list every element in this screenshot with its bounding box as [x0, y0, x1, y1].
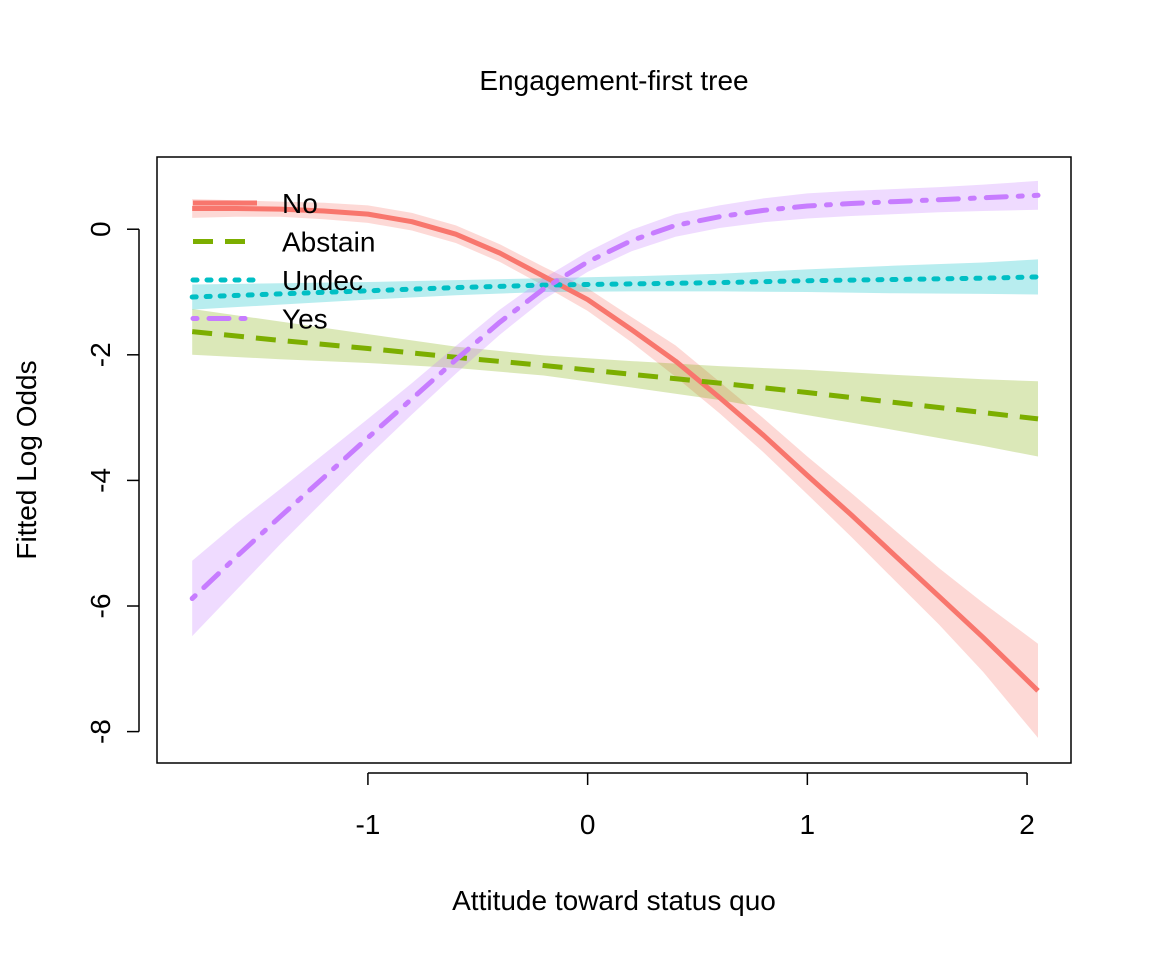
- legend-label-yes: Yes: [282, 304, 328, 335]
- legend-label-abstain: Abstain: [282, 227, 375, 258]
- series-line-abstain: [191, 329, 1039, 422]
- plot-frame: [156, 156, 1072, 764]
- x-tick-label: 2: [1019, 809, 1035, 840]
- y-tick-label: -8: [85, 719, 116, 744]
- y-tick-label: 0: [85, 221, 116, 237]
- legend-label-undec: Undec: [282, 265, 363, 296]
- y-axis: -8 -6 -4 -2 0: [85, 221, 140, 744]
- legend-label-no: No: [282, 188, 318, 219]
- y-tick-label: -2: [85, 342, 116, 367]
- series-line-no: [192, 206, 1040, 693]
- x-tick-label: -1: [355, 809, 380, 840]
- band-no: [192, 199, 1038, 738]
- y-axis-label: Fitted Log Odds: [11, 360, 42, 559]
- y-tick-label: -6: [85, 594, 116, 619]
- legend: No Abstain Undec Yes: [190, 188, 375, 335]
- x-axis-label: Attitude toward status quo: [452, 885, 776, 916]
- x-tick-label: 0: [580, 809, 596, 840]
- series-line-yes: [189, 192, 1041, 601]
- series-line-undec: [189, 274, 1041, 300]
- x-tick-label: 1: [800, 809, 816, 840]
- band-abstain: [192, 309, 1038, 457]
- x-axis: -1 0 1 2: [355, 772, 1035, 840]
- y-tick-label: -4: [85, 468, 116, 493]
- chart-title: Engagement-first tree: [479, 65, 748, 96]
- series-lines: [189, 192, 1041, 693]
